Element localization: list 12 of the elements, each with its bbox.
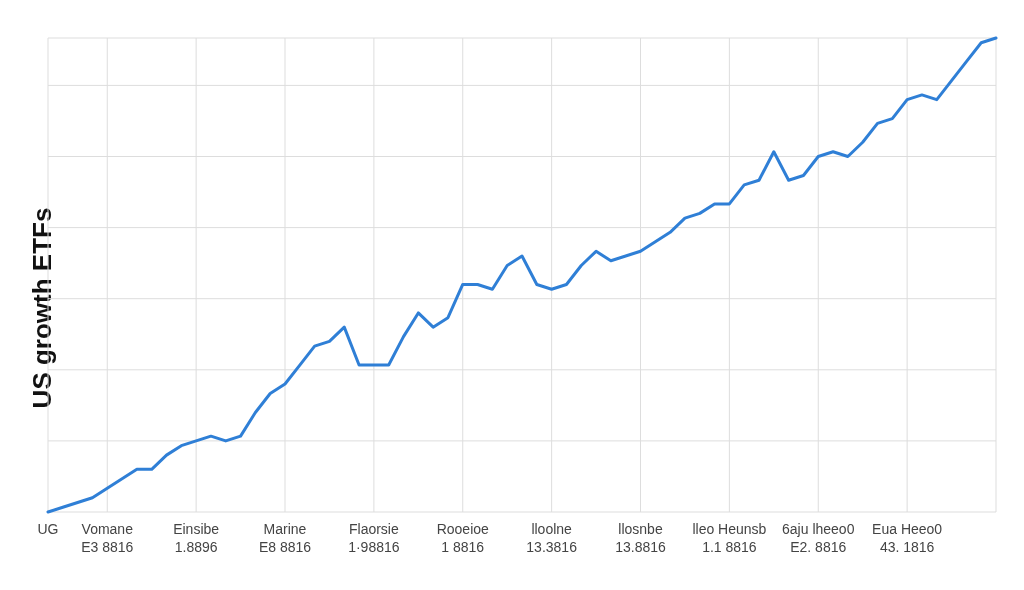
x-tick-label: Einsibe 1.8896 — [173, 521, 220, 555]
x-tick-label: Vomane E3 8816 — [81, 521, 134, 555]
y-axis-title: US growth ETFs — [26, 207, 58, 409]
x-tick-label: lleo Heunsb 1.1 8816 — [692, 521, 767, 555]
x-tick-label: Rooeioe 1 8816 — [436, 521, 490, 555]
x-tick-label: lloolne 13.3816 — [526, 521, 578, 555]
x-tick-label: Flaorsie 1·98816 — [348, 521, 400, 555]
x-tick-label: UG — [37, 521, 59, 537]
x-tick-label: 6aju lheeo0 E2. 8816 — [782, 521, 855, 555]
x-tick-label: Marine E8 8816 — [258, 521, 312, 555]
x-tick-label: Eua Heeo0 43. 1816 — [872, 521, 943, 555]
x-tick-label: llosnbe 13.8816 — [615, 521, 667, 555]
